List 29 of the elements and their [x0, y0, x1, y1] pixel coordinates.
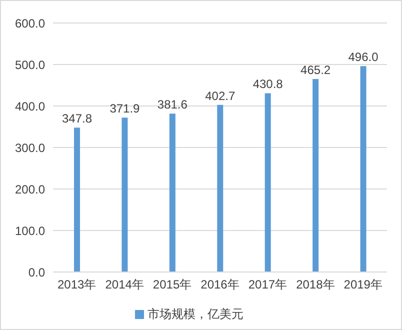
bar: [312, 78, 319, 272]
text: 371.9: [110, 102, 140, 116]
text: 430.8: [252, 77, 283, 92]
x-tick-label: 2014年: [105, 278, 144, 292]
y-tick-label: 500.0: [14, 58, 46, 72]
x-tick-label: 2013年: [58, 278, 96, 292]
bar: [217, 104, 224, 272]
y-tick-label: 600.0: [14, 16, 46, 30]
text: 496.0: [348, 50, 378, 64]
x-tick-label: 2019年: [344, 278, 382, 292]
x-tick-label: 2018年: [296, 278, 335, 292]
bar: [360, 66, 366, 272]
text: 465.2: [300, 62, 331, 77]
bar: [74, 128, 80, 272]
y-tick-label: 200.0: [14, 182, 46, 196]
text: 381.6: [157, 98, 188, 112]
x-tick-label: 2016年: [200, 278, 240, 292]
bar: [169, 114, 176, 272]
y-tick-label: 400.0: [14, 99, 46, 114]
y-tick-label: 0.0: [28, 265, 46, 280]
text: 347.8: [62, 112, 92, 126]
x-tick-label: 2017年: [248, 278, 288, 292]
bar: [264, 93, 271, 272]
x-tick-label: 2015年: [152, 278, 192, 292]
y-tick-label: 300.0: [14, 140, 46, 155]
bar: [122, 118, 128, 272]
y-tick-label: 100.0: [14, 224, 46, 238]
text: 402.7: [205, 88, 236, 103]
legend-label: 市场规模，亿美元: [148, 307, 244, 321]
